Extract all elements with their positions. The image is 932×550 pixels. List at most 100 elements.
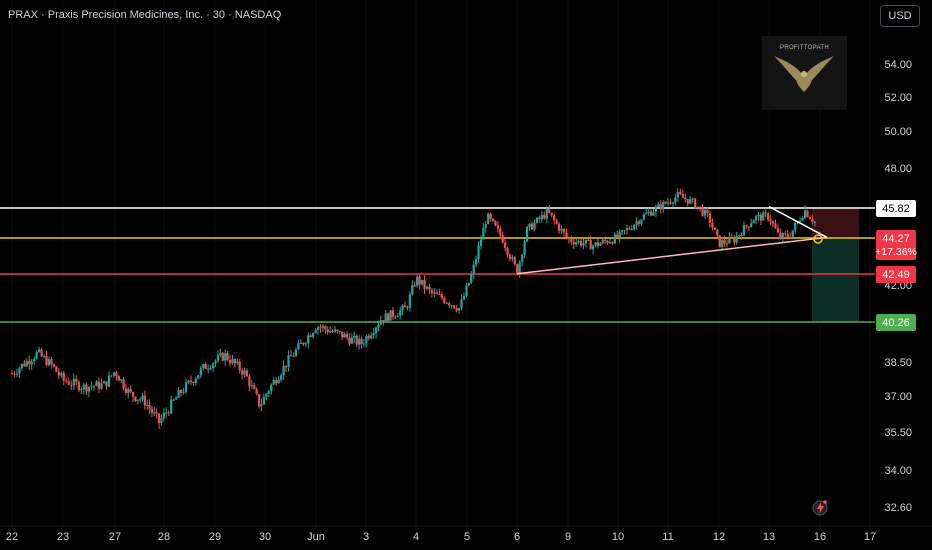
- candle-body: [365, 336, 368, 344]
- time-tick-label: 23: [57, 531, 69, 543]
- candle-body: [448, 303, 451, 306]
- price-tick-label: 32.60: [884, 502, 912, 514]
- candle-body: [382, 320, 385, 322]
- candle-body: [428, 286, 431, 290]
- candle-body: [438, 294, 441, 296]
- candle-body: [611, 242, 614, 244]
- candle-body: [224, 353, 227, 361]
- candle-body: [423, 279, 426, 289]
- candle-body: [548, 209, 551, 213]
- candle-body: [20, 363, 23, 369]
- price-tick-label: 54.00: [884, 59, 912, 71]
- candle-body: [262, 396, 265, 405]
- price-tick-label: 52.00: [884, 92, 912, 104]
- candle-body: [754, 216, 758, 221]
- candle-body: [662, 201, 665, 210]
- candle-body: [676, 192, 679, 198]
- candle-body: [496, 225, 499, 229]
- price-tick-label: 34.00: [884, 465, 912, 477]
- trendlines[interactable]: [516, 205, 828, 275]
- candle-body: [379, 320, 382, 325]
- short-position-tool[interactable]: [812, 208, 859, 322]
- candle-body: [640, 219, 643, 224]
- candle-body: [238, 361, 241, 371]
- candle-body: [67, 381, 70, 385]
- candle-body: [292, 355, 295, 357]
- candle-body: [302, 342, 305, 345]
- alert-icon[interactable]: [812, 500, 828, 516]
- candle-body: [781, 233, 784, 239]
- candle-body: [803, 210, 807, 218]
- candle-body: [324, 326, 327, 330]
- candle-body: [733, 237, 736, 243]
- candle-body: [165, 412, 168, 414]
- candle-body: [791, 230, 794, 238]
- candle-body: [666, 202, 670, 204]
- candle-body: [604, 239, 607, 242]
- candle-body: [343, 334, 346, 338]
- candle-body: [482, 227, 485, 240]
- candle-body: [175, 397, 178, 400]
- candle-body: [184, 382, 188, 392]
- candle-body: [708, 213, 712, 223]
- candle-body: [418, 276, 421, 285]
- candle-body: [799, 220, 802, 222]
- candle-body: [124, 388, 128, 393]
- candle-body: [42, 355, 46, 357]
- candle-body: [592, 245, 595, 250]
- candle-body: [309, 335, 312, 337]
- reward-zone: [812, 238, 859, 322]
- candle-body: [460, 299, 463, 309]
- candle-body: [35, 351, 38, 359]
- candle-body: [808, 216, 812, 220]
- candle-body: [30, 361, 33, 365]
- candle-body: [403, 305, 407, 308]
- candle-body: [297, 343, 300, 350]
- candle-body: [728, 236, 731, 244]
- candle-body: [745, 225, 748, 227]
- candle-body: [623, 230, 626, 232]
- time-tick-label: 27: [109, 531, 121, 543]
- candle-body: [172, 399, 175, 401]
- candle-body: [100, 383, 103, 389]
- candle-body: [511, 257, 514, 260]
- candle-body: [737, 235, 741, 237]
- candle-body: [654, 206, 658, 213]
- time-tick-label: 11: [662, 531, 673, 543]
- price-axis[interactable]: 54.0052.0050.0048.0042.0038.5037.0035.50…: [884, 59, 912, 514]
- currency-button[interactable]: USD: [880, 5, 920, 27]
- candle-body: [633, 224, 636, 230]
- candle-body: [384, 313, 387, 322]
- candle-body: [582, 243, 585, 246]
- candle-body: [545, 209, 548, 219]
- candle-body: [360, 338, 363, 345]
- candle-body: [209, 368, 212, 370]
- candle-body: [336, 329, 339, 332]
- candle-body: [416, 276, 419, 286]
- candle-body: [115, 372, 118, 377]
- candle-body: [280, 375, 283, 380]
- candle-body: [102, 381, 106, 384]
- candle-body: [698, 206, 702, 208]
- time-axis[interactable]: 22 23 27 28 29 30 Jun 3 4 5 6 9 10 11 12 13 16 17: [0, 525, 932, 543]
- candle-body: [199, 368, 202, 376]
- candle-body: [294, 349, 298, 356]
- candle-body: [494, 221, 497, 226]
- symbol-header: PRAX · Praxis Precision Medicines, Inc. …: [8, 9, 282, 21]
- candle-body: [475, 259, 478, 265]
- candle-body: [533, 222, 536, 230]
- candle-body: [122, 379, 125, 389]
- price-tick-label: 50.00: [884, 126, 912, 138]
- candle-body: [312, 333, 315, 337]
- logo-text: PROFITTOPATH: [780, 45, 829, 51]
- candle-body: [216, 355, 220, 361]
- time-tick-label: 3: [363, 531, 369, 543]
- candle-body: [105, 381, 108, 387]
- candle-body: [786, 233, 789, 237]
- candle-body: [411, 285, 414, 295]
- candle-body: [784, 233, 787, 235]
- candle-body: [575, 242, 578, 245]
- candle-body: [723, 240, 726, 244]
- candle-body: [117, 376, 120, 381]
- candle-body: [82, 384, 85, 390]
